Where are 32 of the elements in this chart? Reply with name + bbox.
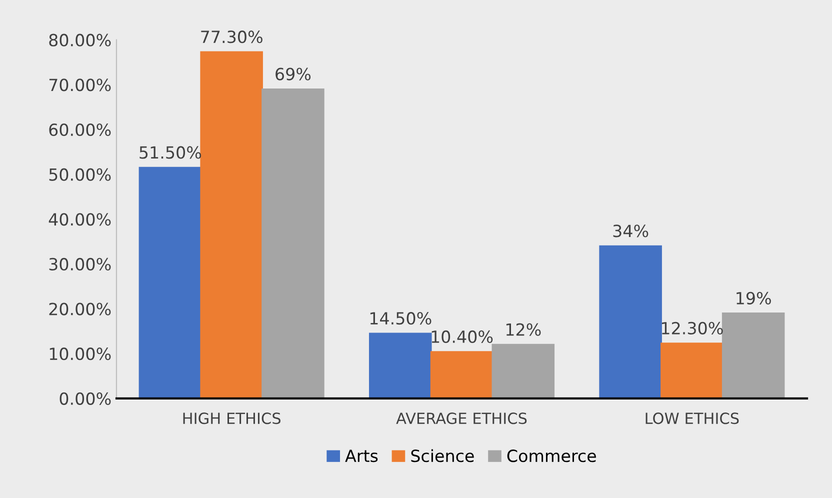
legend-label: Arts xyxy=(345,450,378,462)
bar xyxy=(599,245,662,398)
x-tick-label: AVERAGE ETHICS xyxy=(396,412,527,424)
data-label: 69% xyxy=(276,68,311,80)
bar xyxy=(368,332,432,398)
y-tick-label: 70.00% xyxy=(49,78,111,92)
bar xyxy=(262,88,324,398)
y-tick-label: 30.00% xyxy=(49,258,111,271)
y-tick-label: 20.00% xyxy=(49,302,111,316)
data-label: 34% xyxy=(613,224,648,238)
y-tick-label: 60.00% xyxy=(49,123,111,136)
y-tick-label: 10.00% xyxy=(50,348,111,360)
data-label: 77.30% xyxy=(201,30,262,44)
data-label: 14.50% xyxy=(370,312,432,325)
data-label: 10.40% xyxy=(432,330,493,343)
y-tick-label: 40.00% xyxy=(48,213,111,226)
y-tick-label: 80.00% xyxy=(49,34,111,46)
bar xyxy=(430,351,494,398)
data-label: 12.30% xyxy=(662,322,723,334)
y-tick-label: 50.00% xyxy=(49,168,111,181)
bar xyxy=(200,51,263,398)
data-label: 12% xyxy=(506,323,541,336)
bar xyxy=(492,344,555,398)
bar xyxy=(722,312,785,398)
bar xyxy=(138,166,202,398)
x-tick-label: LOW ETHICS xyxy=(646,412,739,424)
bar xyxy=(660,342,724,398)
legend-label: Science xyxy=(411,449,474,462)
data-label: 19% xyxy=(736,292,771,304)
legend-label: Commerce xyxy=(507,450,596,462)
y-tick-label: 0.00% xyxy=(60,392,111,405)
x-tick-label: HIGH ETHICS xyxy=(183,412,280,424)
